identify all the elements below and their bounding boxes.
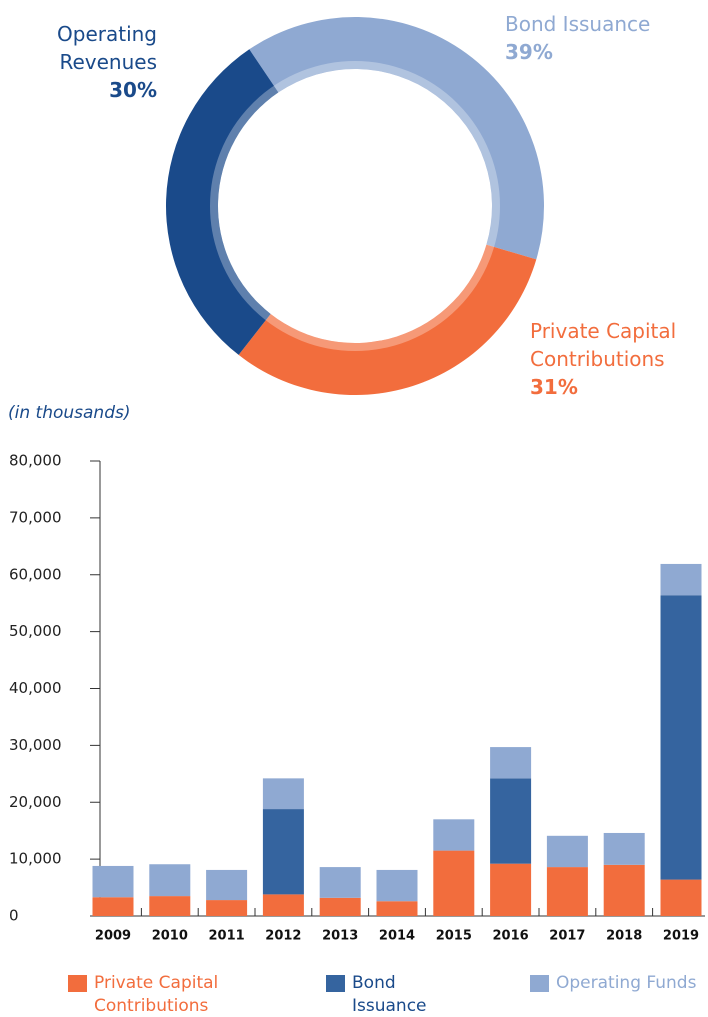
- bar-segment: [262, 809, 304, 895]
- bar-segment: [376, 869, 418, 902]
- donut-label-name: Bond Issuance: [505, 12, 651, 36]
- x-tick-label: 2015: [436, 929, 472, 944]
- donut-label-value: 30%: [109, 78, 157, 102]
- donut-label: Bond Issuance 39%: [505, 10, 705, 66]
- bar-segment: [206, 869, 248, 901]
- bar-segment: [490, 863, 532, 916]
- y-tick-label: 70,000: [9, 508, 62, 526]
- bar-segment: [433, 819, 475, 851]
- donut-segment: [238, 244, 537, 396]
- donut-label: Operating Revenues 30%: [17, 20, 157, 104]
- bar-segment: [660, 563, 702, 596]
- bar-segment: [262, 894, 304, 916]
- bar-segment: [376, 901, 418, 916]
- bar-segment: [262, 778, 304, 810]
- bar-segment: [149, 864, 191, 897]
- y-tick-label: 10,000: [9, 850, 62, 868]
- bar-segment: [660, 879, 702, 916]
- bar-segment: [319, 897, 361, 916]
- donut-label-name: Private Capital Contributions: [530, 319, 677, 371]
- legend-label: Private Capital Contributions: [94, 973, 219, 1016]
- y-tick-label: 30,000: [9, 736, 62, 754]
- donut-label: Private Capital Contributions 31%: [530, 317, 705, 401]
- bar-segment: [92, 897, 134, 916]
- x-tick-label: 2010: [152, 929, 188, 944]
- y-tick-label: 80,000: [9, 452, 62, 470]
- donut-segment: [166, 49, 279, 355]
- bar-segment: [149, 896, 191, 916]
- bar-segment: [92, 865, 134, 898]
- donut-label-name: Operating Revenues: [57, 22, 157, 74]
- x-tick-label: 2011: [209, 929, 245, 944]
- legend-label: Bond Issuance: [352, 973, 427, 1016]
- y-tick-label: 20,000: [9, 793, 62, 811]
- bar-segment: [206, 900, 248, 916]
- donut-segment: [249, 16, 545, 260]
- bar-segment: [660, 595, 702, 880]
- y-tick-label: 40,000: [9, 679, 62, 697]
- legend-swatch: [68, 975, 87, 992]
- donut-label-value: 39%: [505, 40, 553, 64]
- legend-label: Operating Funds: [556, 973, 697, 993]
- bar-segment: [546, 835, 588, 868]
- donut-label-value: 31%: [530, 375, 578, 399]
- bar-segment: [603, 832, 645, 865]
- bar-segment: [490, 778, 532, 864]
- x-tick-label: 2009: [95, 929, 131, 944]
- bar-segment: [433, 850, 475, 916]
- bar-segment: [546, 867, 588, 916]
- bar-segment: [490, 747, 532, 779]
- bar-segment: [319, 867, 361, 898]
- x-tick-label: 2019: [663, 929, 699, 944]
- x-tick-label: 2018: [606, 929, 642, 944]
- y-tick-label: 50,000: [9, 622, 62, 640]
- legend-swatch: [530, 975, 549, 992]
- x-tick-label: 2013: [322, 929, 358, 944]
- x-tick-label: 2017: [549, 929, 585, 944]
- donut-inner-highlight: [210, 61, 500, 351]
- x-tick-label: 2012: [265, 929, 301, 944]
- x-tick-label: 2016: [493, 929, 529, 944]
- bar-segment: [603, 864, 645, 916]
- y-tick-label: 60,000: [9, 565, 62, 583]
- legend-swatch: [326, 975, 345, 992]
- subtitle: (in thousands): [8, 403, 130, 423]
- y-tick-label: 0: [9, 907, 19, 925]
- x-tick-label: 2014: [379, 929, 415, 944]
